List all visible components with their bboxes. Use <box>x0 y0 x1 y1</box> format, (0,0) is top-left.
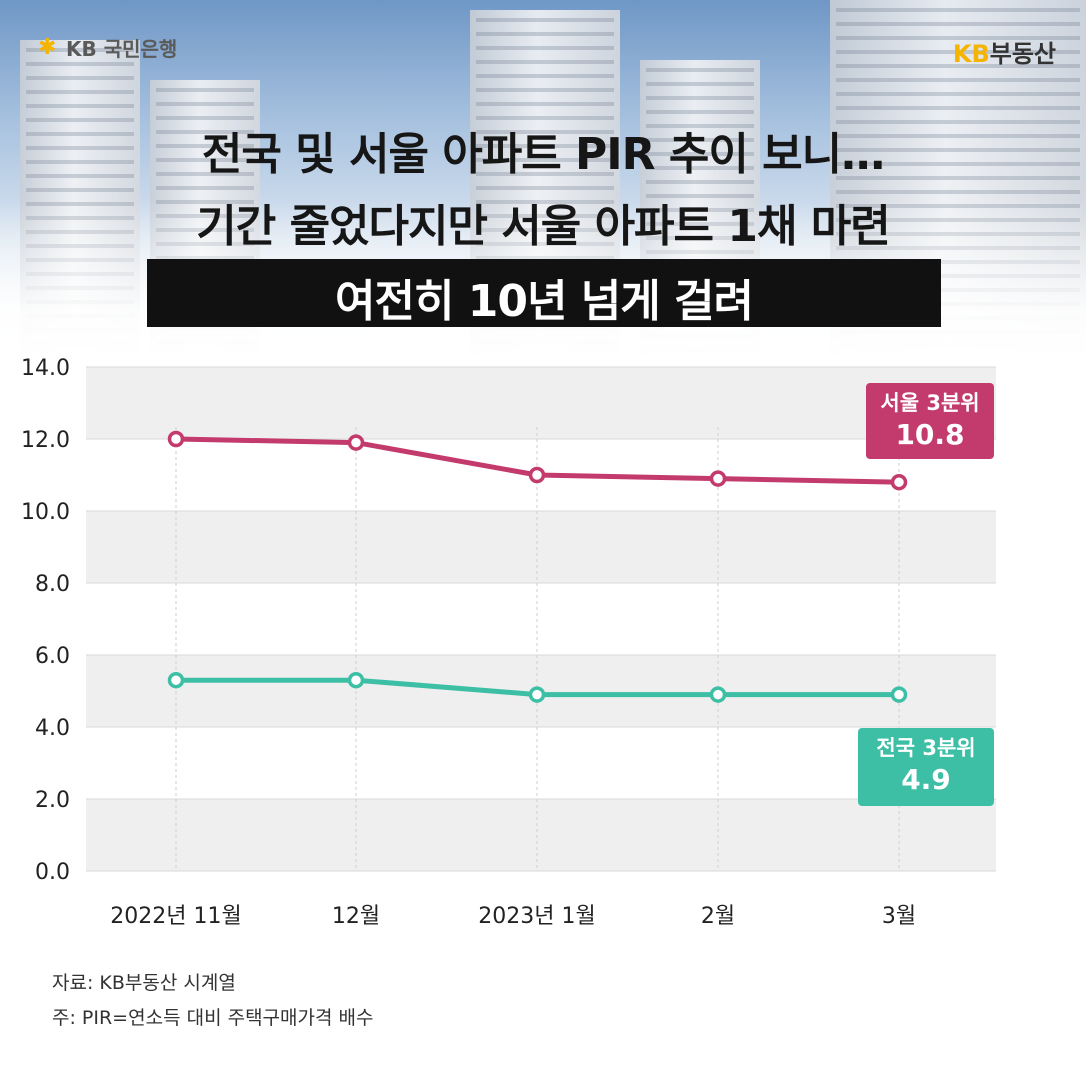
data-point <box>528 686 546 703</box>
nation-callout: 전국 3분위 4.9 <box>858 728 994 806</box>
star-icon: ✱ <box>38 34 57 60</box>
data-point <box>709 686 727 703</box>
series-points <box>167 430 908 703</box>
kb-kookmin-bank-text: KB 국민은행 <box>66 37 178 61</box>
data-point <box>167 671 185 689</box>
headline-line-2: 기간 줄었다지만 서울 아파트 1채 마련 <box>196 201 890 252</box>
nation-callout-label: 전국 3분위 <box>876 736 976 760</box>
y-tick-labels: 0.0 2.0 4.0 6.0 8.0 10.0 12.0 14.0 <box>21 356 70 885</box>
pir-definition-note: 주: PIR=연소득 대비 주택구매가격 배수 <box>52 1007 374 1029</box>
y-tick-label: 2.0 <box>35 788 70 813</box>
data-point <box>347 671 365 689</box>
headline-line-1: 전국 및 서울 아파트 PIR 추이 보니… <box>201 129 885 180</box>
y-tick-label: 6.0 <box>35 644 70 669</box>
y-tick-label: 8.0 <box>35 572 70 597</box>
pir-line-chart: 0.0 2.0 4.0 6.0 8.0 10.0 12.0 14.0 2022년 11월 12월… <box>21 356 996 929</box>
seoul-callout-value: 10.8 <box>895 418 965 451</box>
x-tick-labels: 2022년 11월 12월 2023년 1월 2월 3월 <box>110 904 916 929</box>
nation-callout-value: 4.9 <box>901 763 951 796</box>
data-point <box>709 470 727 487</box>
data-point <box>167 430 185 448</box>
x-tick-label: 2022년 11월 <box>110 904 241 929</box>
real-estate-text: 부동산 <box>989 40 1056 68</box>
data-point <box>890 473 908 491</box>
x-tick-label: 2월 <box>701 904 735 929</box>
x-tick-label: 2023년 1월 <box>478 904 595 929</box>
data-point <box>347 434 365 451</box>
headline-banner-text: 여전히 10년 넘게 걸려 <box>334 276 754 327</box>
vertical-guides <box>175 427 900 871</box>
kb-text: KB <box>952 40 990 68</box>
y-tick-label: 12.0 <box>21 428 70 453</box>
headline-banner: 여전히 10년 넘게 걸려 <box>147 259 941 327</box>
data-point <box>528 466 546 484</box>
x-tick-label: 12월 <box>332 904 380 929</box>
y-tick-label: 14.0 <box>21 356 70 381</box>
y-tick-label: 4.0 <box>35 716 70 741</box>
kb-kookmin-bank-logo: ✱ KB 국민은행 <box>38 33 177 62</box>
x-tick-label: 3월 <box>882 904 916 929</box>
seoul-callout: 서울 3분위 10.8 <box>866 383 994 459</box>
source-note: 자료: KB부동산 시계열 <box>52 972 236 994</box>
kb-real-estate-logo: KB부동산 <box>953 34 1056 69</box>
grid-band <box>86 367 996 439</box>
y-tick-label: 0.0 <box>35 860 70 885</box>
data-point <box>890 686 908 703</box>
grid-band <box>86 511 996 583</box>
grid-bands <box>86 367 996 871</box>
grid-band <box>86 799 996 871</box>
seoul-callout-label: 서울 3분위 <box>880 391 980 415</box>
y-tick-label: 10.0 <box>21 500 70 525</box>
